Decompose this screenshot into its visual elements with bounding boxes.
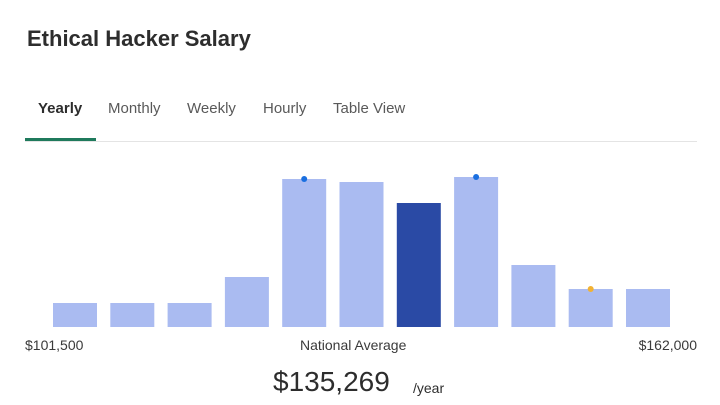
bar: [626, 289, 670, 327]
bar: [224, 277, 269, 327]
title: Ethical Hacker Salary: [27, 26, 251, 51]
marker-dot: [301, 176, 308, 182]
chart: [53, 174, 670, 327]
bar: [167, 303, 212, 327]
tab[interactable]: Hourly: [263, 100, 307, 117]
bar: [339, 182, 384, 327]
bar: [53, 303, 97, 327]
active-tab-indicator: [25, 138, 96, 141]
tab[interactable]: Yearly: [38, 100, 83, 117]
tab-bar: Yearly Monthly Weekly Hourly Table View: [25, 97, 697, 142]
max-label: $162,000: [638, 337, 697, 353]
bar: [511, 265, 556, 327]
bar: [454, 177, 499, 327]
tab[interactable]: Weekly: [187, 100, 236, 117]
tab[interactable]: Monthly: [108, 100, 161, 117]
marker-dot: [587, 286, 594, 292]
min-label: $101,500: [25, 337, 84, 353]
tab[interactable]: Table View: [333, 100, 406, 117]
average-unit: /year: [413, 380, 445, 396]
marker-dot: [473, 174, 480, 180]
bar: [568, 289, 613, 327]
average-salary: $135,269: [273, 366, 390, 397]
bar: [396, 203, 441, 327]
middle-label: National Average: [300, 337, 407, 353]
bar: [282, 179, 327, 327]
bar: [110, 303, 155, 327]
